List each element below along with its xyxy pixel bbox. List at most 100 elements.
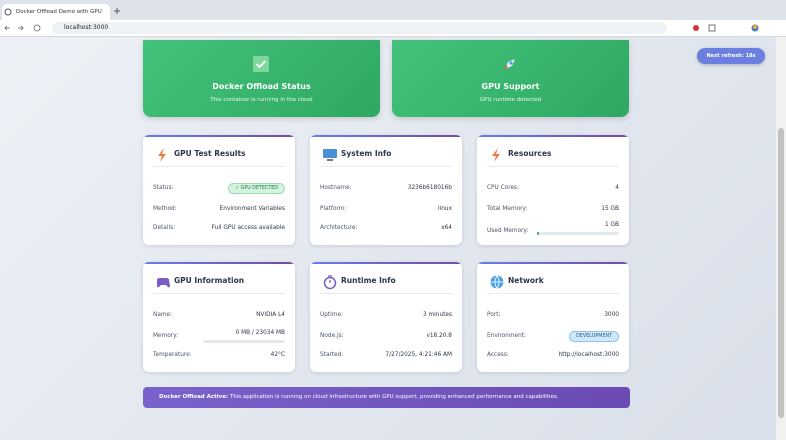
info-banner: Docker Offload Active: This application … [143, 387, 630, 408]
card-icon [155, 147, 171, 167]
url-text: localhost:3000 [64, 24, 109, 31]
gpu-card: GPU Support GPU runtime detected [392, 40, 629, 117]
info-card: Resources CPU Cores: 4 Total Memory: 15 GB Us… [477, 135, 629, 245]
icon [323, 275, 337, 290]
row-label: Hostname: [320, 185, 352, 191]
hero-title: GPU Support [481, 82, 540, 91]
status-badge: ✓ GPU DETECTED [228, 183, 285, 194]
icon [158, 148, 166, 162]
status-card: Docker Offload Status This container is … [143, 40, 380, 117]
row-value: 15 GB [601, 206, 619, 212]
icon [323, 149, 337, 161]
card-icon [155, 274, 171, 294]
card-accent [310, 262, 462, 264]
card-icon [322, 147, 338, 167]
row-label: Method: [153, 206, 177, 212]
card-accent [143, 262, 295, 264]
card-icon [322, 274, 338, 294]
info-card: Runtime Info Uptime: 3 minutes Node.js: v18.… [310, 262, 462, 372]
tab-bar [0, 0, 786, 20]
row-label: Name: [153, 312, 173, 318]
progress-fill [537, 232, 540, 235]
row-value: 1 GB [605, 222, 619, 228]
progress-track [537, 232, 619, 235]
hero-subtitle: GPU runtime detected [479, 97, 542, 103]
divider [487, 293, 619, 294]
row-label: Environment: [487, 333, 526, 339]
card-title: GPU Test Results [174, 149, 246, 158]
card-title: System Info [341, 149, 392, 158]
row-label: Access: [487, 352, 509, 358]
row-value: v18.20.8 [426, 333, 452, 339]
refresh-indicator[interactable]: Next refresh: 18s [697, 48, 765, 64]
row-value: x64 [441, 225, 452, 231]
card-title: GPU Information [174, 276, 245, 285]
row-value: 3236b618016b [407, 185, 452, 191]
row-value: 3 minutes [423, 312, 452, 318]
divider [320, 293, 452, 294]
row-label: Node.js: [320, 333, 344, 339]
banner-text: This application is running on cloud inf… [229, 394, 559, 400]
new-tab[interactable] [112, 6, 122, 16]
card-accent [477, 262, 629, 264]
row-label: Status: [153, 185, 174, 191]
card-accent [310, 135, 462, 137]
icon [492, 148, 500, 162]
banner-strong: Docker Offload Active: [159, 394, 229, 400]
card-title: Network [508, 276, 544, 285]
row-label: Uptime: [320, 312, 343, 318]
rocket-icon [504, 59, 515, 70]
row-label: Details: [153, 225, 176, 231]
info-card: System Info Hostname: 3236b618016b Platform… [310, 135, 462, 245]
row-label: Total Memory: [487, 206, 528, 212]
row-label: Port: [487, 312, 501, 318]
icon [157, 278, 170, 288]
card-title: Runtime Info [341, 276, 396, 285]
card-accent [143, 135, 295, 137]
info-card: GPU Test Results Status: ✓ GPU DETECTED Met… [143, 135, 295, 245]
scroll-thumb[interactable] [778, 128, 784, 418]
row-value: 4 [615, 185, 619, 191]
row-label: Temperature: [153, 352, 192, 358]
card-icon [489, 147, 505, 167]
info-card: Network Port: 3000 Environment: DEVELOPMENT A… [477, 262, 629, 372]
row-value: http://localhost:3000 [558, 352, 620, 358]
browser-tab[interactable]: Docker Offload Demo with GPU [2, 4, 110, 20]
row-label: Architecture: [320, 225, 358, 231]
divider [320, 166, 452, 167]
divider [153, 293, 285, 294]
nav-buttons[interactable] [4, 23, 48, 33]
toolbar-icons[interactable] [672, 23, 777, 33]
row-value: NVIDIA L4 [256, 312, 285, 318]
card-title: Resources [508, 149, 552, 158]
card-icon [489, 274, 505, 294]
row-value: 7/27/2025, 4:21:46 AM [385, 352, 452, 358]
row-value: linux [438, 206, 452, 212]
divider [153, 166, 285, 167]
row-value: Full GPU access available [211, 225, 285, 231]
icon [490, 275, 504, 290]
row-label: Memory: [153, 333, 179, 339]
card-accent [477, 135, 629, 137]
row-label: Used Memory: [487, 228, 529, 234]
row-label: CPU Cores: [487, 185, 520, 191]
hero-subtitle: This container is running in the cloud [210, 97, 313, 103]
check-icon [253, 56, 269, 72]
tab-title: Docker Offload Demo with GPU [16, 9, 102, 15]
row-label: Platform: [320, 206, 347, 212]
divider [487, 166, 619, 167]
hero-title: Docker Offload Status [212, 82, 311, 91]
progress-track [203, 340, 285, 343]
row-value: 3000 [604, 312, 619, 318]
row-value: 42°C [270, 352, 285, 358]
status-badge: DEVELOPMENT [569, 331, 619, 342]
tab-icon [4, 8, 12, 16]
row-value: Environment Variables [219, 206, 285, 212]
row-label: Started: [320, 352, 344, 358]
refresh-text: Next refresh: 18s [706, 53, 756, 59]
url-field[interactable]: localhost:3000 [52, 22, 667, 34]
row-value: 0 MB / 23034 MB [235, 330, 285, 336]
info-card: GPU Information Name: NVIDIA L4 Memory: 0 MB… [143, 262, 295, 372]
